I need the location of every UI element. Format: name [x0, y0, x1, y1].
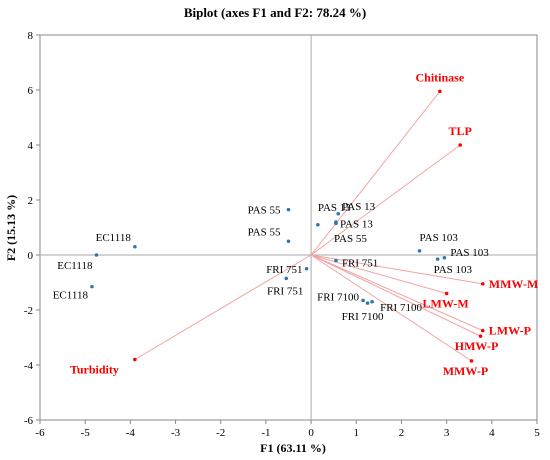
- observation-label: FRI 751: [266, 264, 302, 276]
- variable-label: Chitinase: [416, 70, 465, 84]
- observation-label: FRI 751: [342, 258, 378, 270]
- variable-point: [438, 89, 442, 94]
- observation-point: [316, 222, 320, 227]
- variable-vector: [310, 254, 447, 294]
- observation-label: PAS 103: [434, 264, 473, 276]
- y-axis-label: F2 (15.13 %): [4, 195, 18, 261]
- observation-point: [284, 276, 289, 281]
- observation-point: [365, 301, 370, 305]
- observation-label: PAS 13: [342, 201, 375, 213]
- observation-point: [286, 207, 291, 212]
- observation-point: [370, 299, 374, 304]
- chart-title: Biplot (axes F1 and F2: 78.24 %): [184, 5, 366, 20]
- y-tick-label: 8: [28, 30, 34, 42]
- variable-vector: [310, 144, 461, 256]
- observation-label: EC1118: [53, 290, 89, 302]
- observation-point: [334, 258, 338, 263]
- variable-point: [444, 291, 449, 296]
- x-tick-label: -2: [216, 427, 225, 439]
- variable-point: [133, 357, 137, 362]
- variable-vector: [310, 91, 441, 256]
- observation-point: [336, 211, 341, 216]
- x-axis-label: F1 (63.11 %): [260, 441, 326, 455]
- x-tick-label: -3: [171, 427, 181, 439]
- y-tick-label: -6: [24, 415, 34, 427]
- x-tick-label: -4: [126, 427, 136, 439]
- observation-label: FRI 7100: [317, 291, 359, 303]
- observation-label: EC1118: [96, 232, 132, 244]
- y-tick-label: 2: [28, 195, 34, 207]
- observation-point: [304, 266, 309, 271]
- x-tick-label: -1: [261, 427, 270, 439]
- observation-point: [286, 239, 291, 244]
- observation-point: [133, 244, 137, 249]
- observation-point: [90, 284, 94, 289]
- variable-point: [469, 359, 474, 363]
- y-tick-label: -2: [24, 305, 33, 317]
- observation-label: PAS 55: [248, 205, 281, 217]
- observation-point: [435, 257, 440, 261]
- x-tick-label: 1: [354, 427, 360, 439]
- observation-point: [417, 249, 422, 253]
- y-tick-label: 4: [28, 140, 34, 152]
- observation-label: EC1118: [57, 260, 93, 272]
- observation-label: FRI 751: [267, 285, 303, 297]
- variable-vector: [310, 254, 472, 362]
- variable-point: [458, 143, 462, 147]
- observation-label: PAS 13: [318, 202, 351, 214]
- observation-label: PAS 103: [450, 247, 489, 259]
- variable-vector: [134, 254, 312, 360]
- x-tick-label: 4: [489, 427, 495, 439]
- observation-point: [94, 253, 99, 257]
- observation-label: PAS 55: [334, 233, 367, 245]
- observation-label: PAS 13: [340, 218, 373, 230]
- x-tick-label: -5: [81, 427, 91, 439]
- y-tick-label: -4: [24, 360, 34, 372]
- x-tick-label: 0: [308, 427, 314, 439]
- observation-point: [334, 220, 338, 224]
- variable-vector: [310, 254, 483, 332]
- observation-label: FRI 7100: [380, 302, 422, 314]
- variable-label: LMW-M: [423, 297, 469, 311]
- x-tick-label: -6: [35, 427, 45, 439]
- variable-point: [480, 282, 485, 286]
- variable-label: MMW-M: [489, 277, 539, 291]
- x-tick-label: 5: [534, 427, 540, 439]
- observation-label: PAS 103: [420, 232, 459, 244]
- x-tick-label: 2: [399, 427, 405, 439]
- variable-label: LMW-P: [489, 324, 531, 338]
- plot-frame: [39, 34, 538, 421]
- observation-label: PAS 55: [248, 226, 281, 238]
- variable-point: [480, 328, 485, 333]
- variable-vector: [311, 254, 483, 285]
- variable-label: HMW-P: [455, 339, 499, 353]
- variable-point: [478, 334, 483, 338]
- observation-label: FRI 7100: [342, 311, 384, 323]
- variable-label: Turbidity: [70, 363, 119, 377]
- observation-point: [442, 255, 447, 260]
- observation-point: [361, 298, 365, 303]
- variable-vector: [310, 254, 481, 337]
- x-tick-label: 3: [444, 427, 450, 439]
- variable-label: TLP: [449, 124, 472, 138]
- y-tick-label: 0: [28, 250, 34, 262]
- variable-label: MMW-P: [443, 364, 489, 378]
- y-tick-label: 6: [28, 85, 34, 97]
